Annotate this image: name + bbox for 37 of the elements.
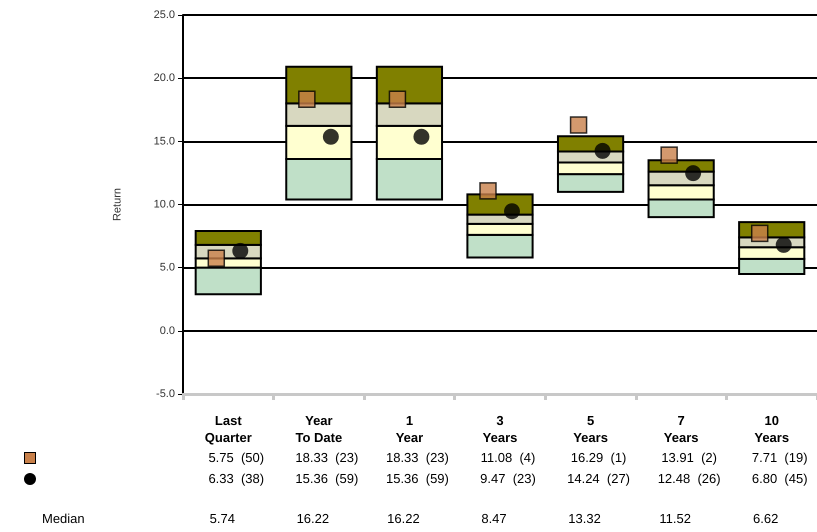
x-tick-label: 3 Years — [482, 413, 518, 445]
x-tick-label: Last Quarter — [204, 413, 252, 445]
data-label: 7.71 (19) — [752, 450, 808, 465]
y-tick-label: 5.0 — [160, 262, 175, 274]
x-tick-label: 1 Year — [396, 413, 424, 445]
text: 13.32 — [568, 511, 601, 526]
y-tick-label: 15.0 — [154, 135, 175, 148]
text: 11.52 — [659, 511, 691, 526]
data-label: 15.36 (59) — [386, 471, 449, 486]
text: 16.22 — [296, 511, 330, 526]
text: 16.22 — [387, 511, 420, 526]
text: Median — [42, 511, 85, 526]
y-axis-title: Return — [112, 188, 124, 222]
y-tick-label: -5.0 — [156, 388, 175, 400]
y-tick-label: 0.0 — [160, 324, 175, 337]
y-tick-label: 20.0 — [154, 72, 175, 84]
data-label: 13.91 (2) — [661, 450, 717, 465]
data-label: 12.48 (26) — [658, 471, 721, 486]
data-label: 14.24 (27) — [567, 471, 630, 486]
data-label: 18.33 (23) — [295, 450, 358, 465]
data-label: 6.80 (45) — [752, 471, 808, 486]
data-label: 5.75 (50) — [208, 450, 264, 465]
x-tick-label: 5 Years — [573, 413, 608, 445]
x-tick-label: 7 Years — [664, 413, 698, 445]
text: 5.74 — [210, 511, 235, 526]
data-label: 9.47 (23) — [480, 471, 536, 486]
data-label: 11.08 (4) — [480, 450, 536, 465]
x-tick-label: 10 Years — [754, 413, 790, 445]
data-label: 6.33 (38) — [208, 471, 264, 486]
data-label: 15.36 (59) — [295, 471, 358, 486]
y-tick-label: 25.0 — [154, 9, 175, 21]
x-tick-label: Year To Date — [296, 413, 342, 445]
data-label: 16.29 (1) — [570, 450, 626, 465]
data-label: 18.33 (23) — [386, 450, 449, 465]
text: 6.62 — [753, 511, 778, 526]
text: 8.47 — [481, 511, 507, 526]
y-tick-label: 10.0 — [154, 198, 175, 210]
